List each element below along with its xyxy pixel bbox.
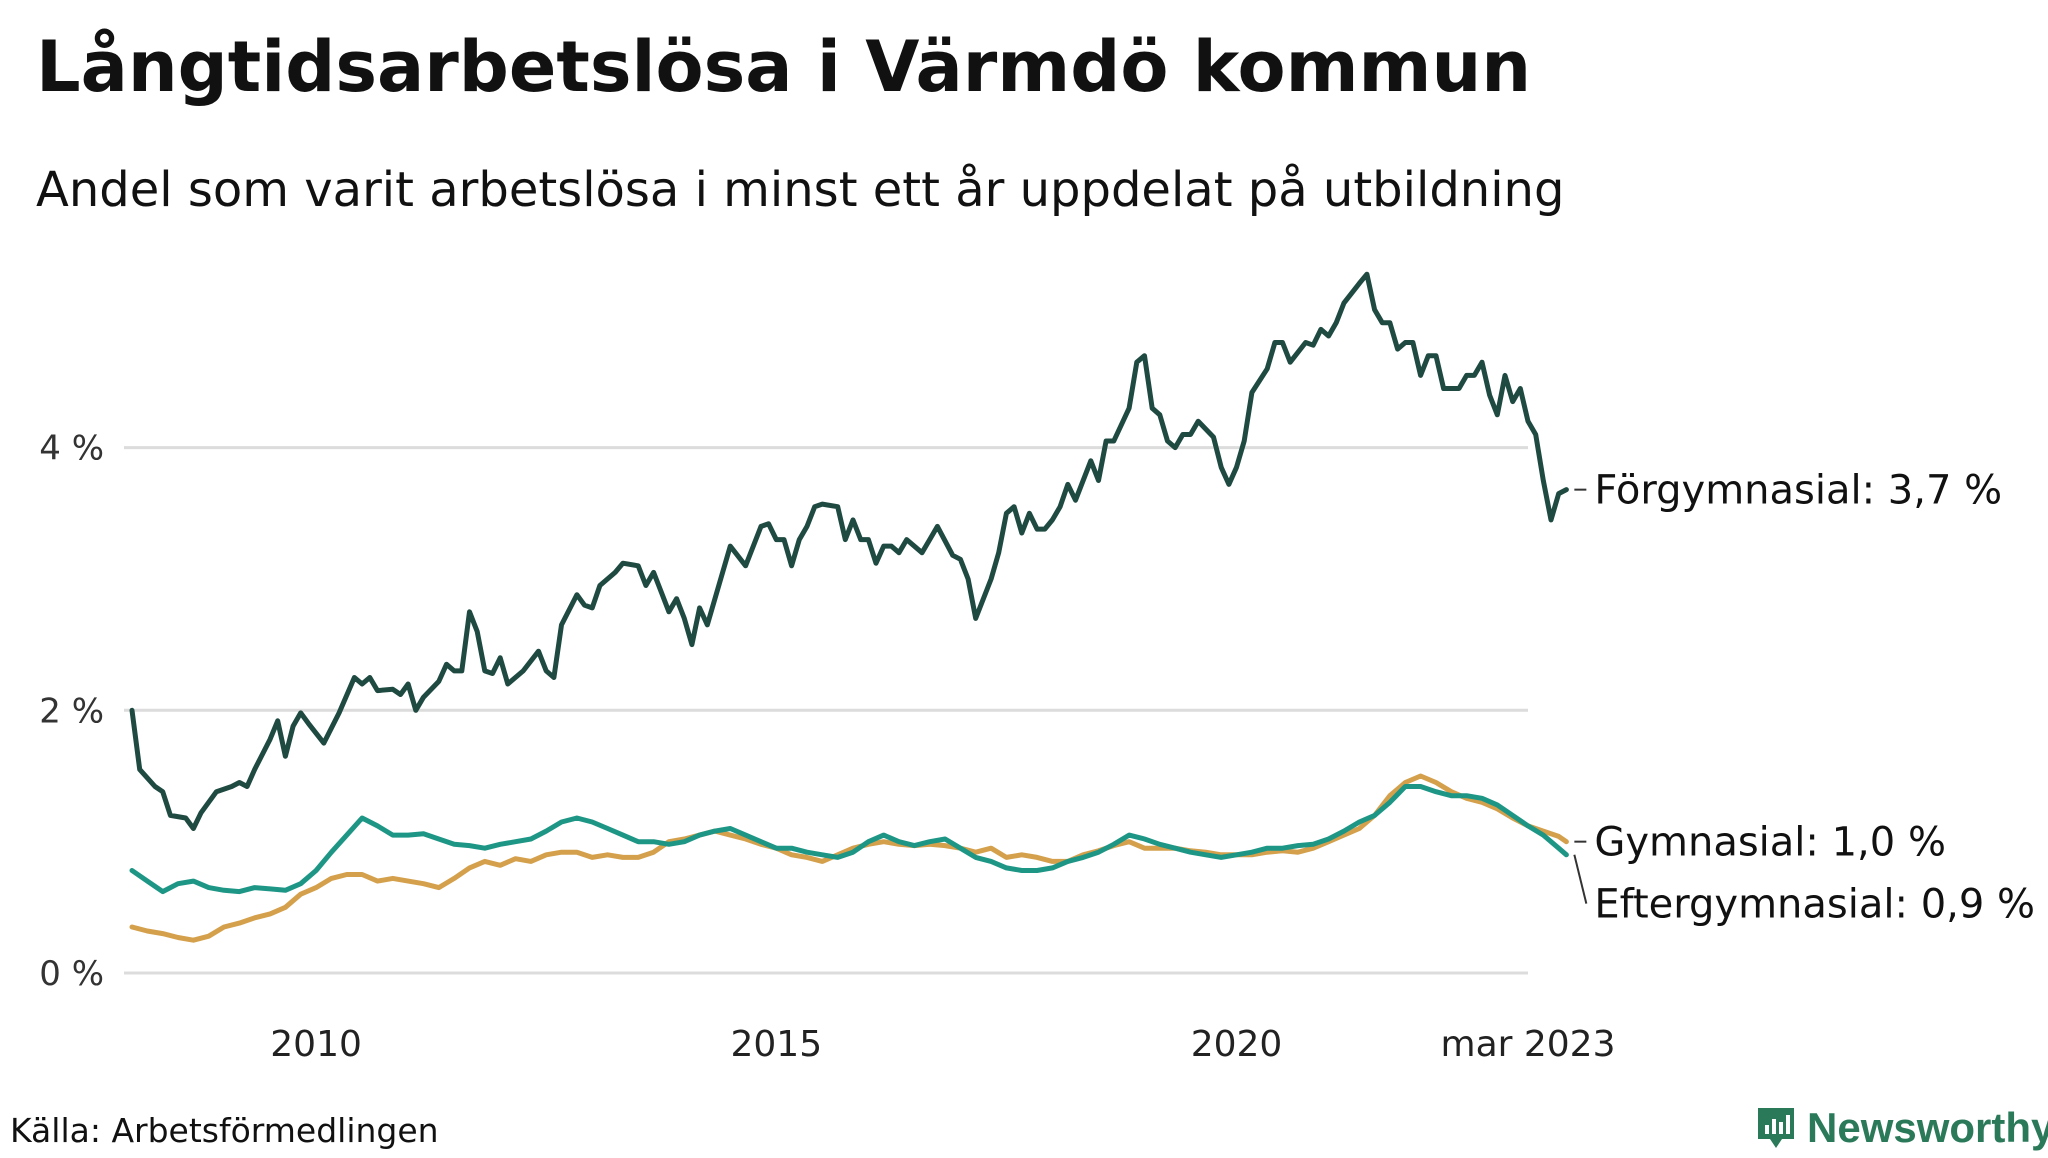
series-end-label: Förgymnasial: 3,7 % (1594, 468, 2002, 514)
brand-logo[interactable]: Newsworthy (1755, 1098, 2048, 1158)
series-line-f-rgymnasial (129, 271, 1569, 831)
chart-title: Långtidsarbetslösa i Värmdö kommun (36, 26, 1532, 108)
series-end-label: Eftergymnasial: 0,9 % (1594, 882, 2035, 928)
x-tick-label: mar 2023 (1441, 1024, 1616, 1065)
series-end-label: Gymnasial: 1,0 % (1594, 820, 1946, 866)
series-line-eftergymnasial (129, 784, 1569, 895)
x-tick-label: 2010 (270, 1024, 362, 1065)
y-tick-label: 4 % (39, 429, 104, 469)
y-tick-label: 0 % (39, 954, 104, 994)
chart-subtitle: Andel som varit arbetslösa i minst ett å… (36, 162, 1565, 218)
newsworthy-logo-icon (1758, 1108, 1794, 1148)
leader-line (1573, 854, 1588, 904)
source-credit: Källa: Arbetsförmedlingen (10, 1111, 439, 1150)
x-tick-label: 2015 (730, 1024, 822, 1065)
x-tick-label: 2020 (1191, 1024, 1283, 1065)
brand-name: Newsworthy (1807, 1104, 2048, 1151)
series-line-gymnasial (129, 773, 1569, 943)
y-tick-label: 2 % (39, 691, 104, 731)
